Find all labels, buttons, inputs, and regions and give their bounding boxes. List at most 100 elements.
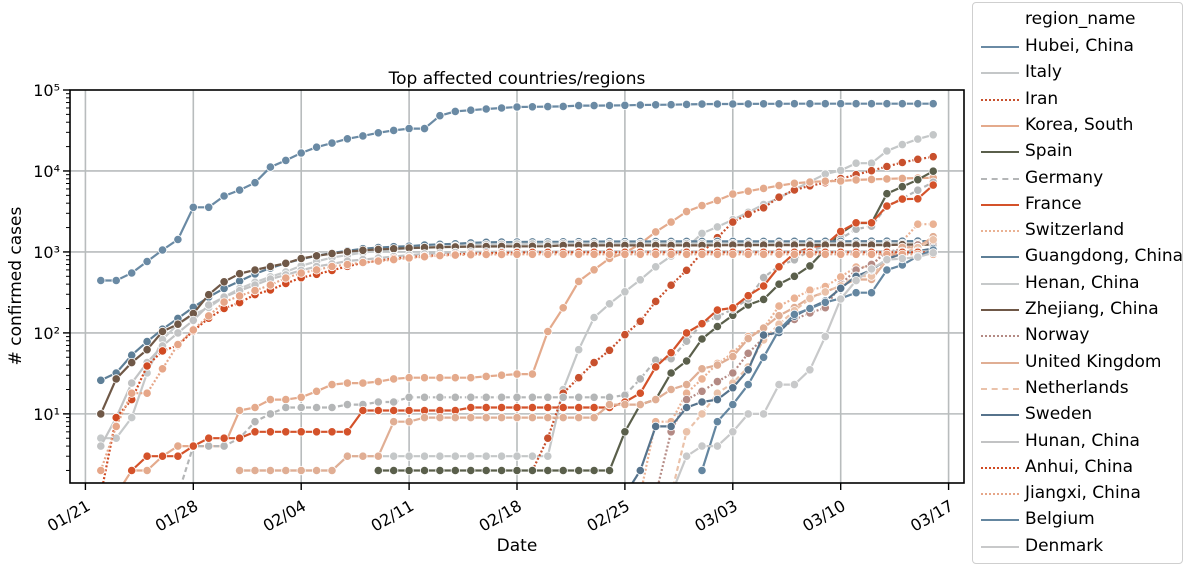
data-point (512, 412, 522, 423)
data-point (450, 106, 460, 117)
data-point (157, 451, 168, 461)
y-axis-label: # confirmed cases (6, 207, 26, 366)
data-point (419, 373, 430, 383)
data-point (157, 326, 168, 337)
data-point (697, 441, 707, 451)
data-point (173, 328, 183, 338)
data-point (481, 402, 491, 413)
data-point (265, 261, 275, 272)
data-point (913, 175, 923, 185)
data-point (543, 402, 553, 413)
data-point (928, 180, 938, 190)
data-point (882, 189, 892, 199)
legend-swatch (981, 203, 1019, 206)
data-point (342, 247, 352, 257)
legend-title: region_name (1025, 9, 1136, 29)
data-point (652, 491, 660, 499)
data-point (467, 491, 475, 499)
data-point (913, 134, 923, 144)
data-point (620, 427, 630, 437)
data-point (311, 265, 322, 275)
legend-swatch (981, 46, 1019, 48)
data-point (527, 369, 538, 379)
data-point (481, 412, 491, 423)
data-point (681, 249, 692, 259)
data-point (96, 375, 106, 385)
legend-item: Korea, South (975, 114, 1180, 138)
data-point (204, 441, 214, 451)
data-point (204, 202, 214, 212)
data-point (636, 491, 644, 499)
data-point (543, 412, 553, 423)
data-point (359, 491, 367, 499)
y-tick-label: 10⁴ (33, 162, 60, 181)
legend-label: Netherlands (1025, 377, 1129, 398)
data-point (450, 373, 460, 383)
data-point (188, 325, 198, 335)
data-point (635, 399, 645, 410)
x-tick-label: 03/03 (691, 496, 740, 536)
legend-label: Denmark (1025, 535, 1104, 556)
data-point (743, 379, 753, 390)
chart-title: Top affected countries/regions (388, 69, 646, 89)
series-group (96, 99, 938, 499)
data-point (543, 465, 553, 476)
y-tick-label: 10³ (33, 243, 60, 262)
legend-item: Netherlands (975, 377, 1180, 401)
data-point (173, 441, 183, 451)
data-point (296, 402, 306, 413)
data-point (204, 433, 214, 443)
data-point (512, 465, 522, 476)
data-point (250, 265, 260, 275)
data-point (111, 374, 121, 384)
data-point (481, 249, 491, 260)
data-point (774, 379, 784, 390)
data-point (173, 234, 183, 245)
data-point (897, 157, 907, 168)
data-point (681, 207, 692, 217)
data-point (265, 465, 275, 476)
data-point (758, 409, 769, 419)
data-point (358, 245, 368, 255)
data-point (574, 373, 584, 383)
data-point (590, 491, 598, 499)
data-point (527, 412, 538, 423)
legend-label: Iran (1025, 88, 1059, 109)
data-point (358, 131, 368, 141)
data-point (589, 312, 599, 323)
data-point (681, 328, 692, 338)
data-point (174, 491, 182, 499)
data-point (311, 427, 322, 437)
data-point (544, 491, 552, 499)
data-point (866, 166, 877, 176)
data-point (651, 227, 661, 237)
data-point (728, 399, 738, 410)
data-point (219, 297, 229, 307)
data-point (296, 148, 306, 158)
legend-label: Italy (1025, 62, 1062, 83)
data-point (697, 334, 707, 344)
data-point (250, 417, 260, 427)
data-point (651, 249, 661, 259)
data-point (805, 293, 815, 304)
data-point (604, 465, 615, 476)
data-point (851, 158, 861, 168)
data-point (373, 397, 383, 407)
data-point (527, 102, 538, 112)
legend-label: United Kingdom (1025, 351, 1162, 372)
data-point (558, 303, 568, 313)
data-point (882, 265, 892, 275)
legend-label: Hunan, China (1025, 430, 1140, 451)
data-point (851, 288, 861, 298)
data-point (636, 491, 644, 499)
legend-label: Hubei, China (1025, 36, 1134, 56)
data-point (543, 392, 553, 402)
data-point (743, 409, 753, 419)
data-point (866, 264, 877, 274)
legend-item: Switzerland (975, 219, 1180, 243)
data-point (404, 392, 414, 402)
data-point (805, 177, 815, 187)
data-point (342, 378, 352, 388)
data-point (882, 201, 892, 211)
data-point (743, 99, 753, 109)
